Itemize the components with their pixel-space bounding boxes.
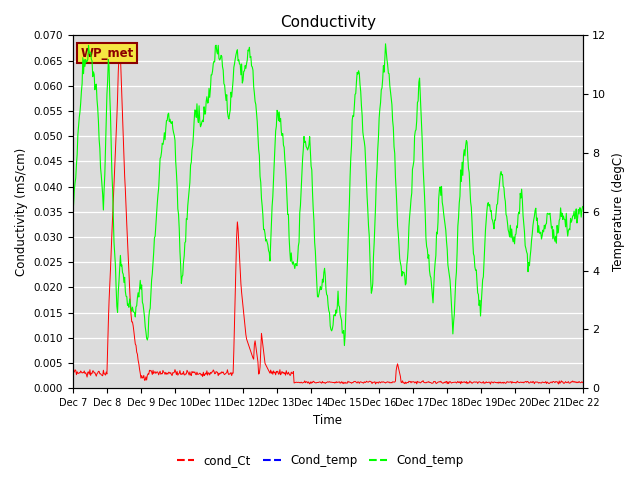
Title: Conductivity: Conductivity (280, 15, 376, 30)
Y-axis label: Conductivity (mS/cm): Conductivity (mS/cm) (15, 148, 28, 276)
Legend: cond_Ct, Cond_temp, Cond_temp: cond_Ct, Cond_temp, Cond_temp (172, 449, 468, 472)
X-axis label: Time: Time (313, 414, 342, 427)
Y-axis label: Temperature (degC): Temperature (degC) (612, 153, 625, 271)
Text: WP_met: WP_met (81, 47, 134, 60)
